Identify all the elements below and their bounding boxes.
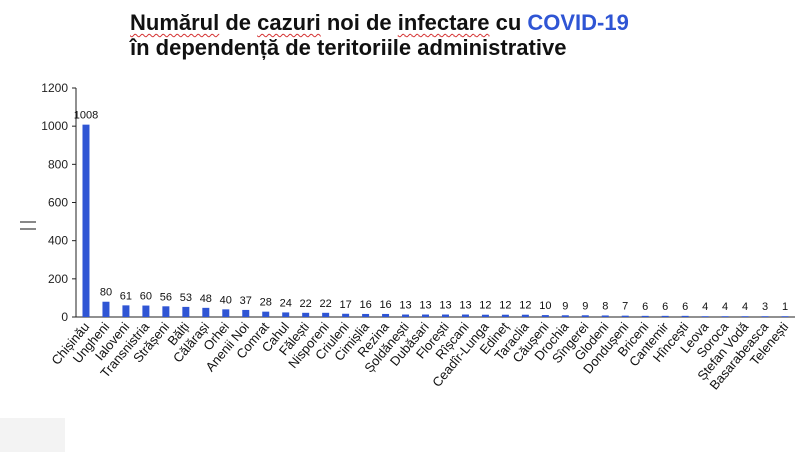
title-word-infectare: infectare	[397, 10, 490, 35]
bar	[541, 315, 549, 317]
bar	[302, 312, 310, 317]
bar	[441, 314, 449, 317]
bar	[202, 307, 210, 317]
bar	[162, 306, 170, 317]
title-word-cazuri: cazuri	[257, 10, 321, 35]
bar	[102, 301, 110, 317]
data-label: 24	[280, 297, 292, 309]
data-label: 6	[642, 301, 648, 313]
chart-title-line-1: Numărul de cazuri noi de infectare cu CO…	[130, 10, 629, 35]
bar	[82, 124, 90, 317]
bar	[661, 315, 669, 317]
y-tick-label: 1000	[41, 119, 68, 133]
data-label: 12	[499, 300, 511, 312]
bar	[761, 316, 769, 317]
data-label: 1008	[74, 110, 98, 122]
bar	[641, 315, 649, 317]
bar	[222, 309, 230, 317]
data-label: 61	[120, 290, 132, 302]
data-label: 53	[180, 292, 192, 304]
data-label: 80	[100, 287, 112, 299]
data-label: 60	[140, 291, 152, 303]
data-label: 10	[539, 300, 551, 312]
bar	[342, 313, 350, 317]
bar	[561, 315, 569, 317]
y-tick-label: 1200	[41, 81, 68, 95]
data-label: 4	[702, 301, 708, 313]
data-label: 17	[340, 299, 352, 311]
data-label: 7	[622, 301, 628, 313]
y-tick-label: 400	[48, 234, 68, 248]
data-label: 4	[742, 301, 748, 313]
bar	[781, 316, 789, 317]
bar	[581, 315, 589, 317]
data-label: 16	[379, 299, 391, 311]
data-label: 4	[722, 301, 728, 313]
data-label: 13	[439, 300, 451, 312]
data-label: 48	[200, 293, 212, 305]
bar	[402, 314, 410, 317]
data-label: 13	[399, 300, 411, 312]
bar	[521, 314, 529, 317]
corner-panel	[0, 418, 65, 452]
title-word-de: de	[219, 10, 258, 35]
bar	[362, 313, 370, 317]
chart-title-line-2: în dependență de teritoriile administrat…	[130, 35, 567, 60]
data-label: 9	[562, 300, 568, 312]
y-tick-label: 600	[48, 196, 68, 210]
bar	[621, 315, 629, 317]
bar	[422, 314, 430, 317]
chart-title: Numărul de cazuri noi de infectare cu CO…	[130, 10, 629, 60]
bar	[701, 316, 709, 317]
bar	[721, 316, 729, 317]
axis-marks	[20, 221, 36, 230]
y-tick-label: 200	[48, 272, 68, 286]
data-label: 3	[762, 301, 768, 313]
data-label: 12	[479, 300, 491, 312]
y-tick-label: 800	[48, 157, 68, 171]
data-label: 28	[260, 297, 272, 309]
bar	[262, 311, 270, 317]
bar	[122, 305, 130, 317]
title-word-cu: cu	[489, 10, 528, 35]
data-label: 22	[320, 298, 332, 310]
data-label: 1	[782, 301, 788, 313]
y-tick-label: 0	[61, 310, 68, 324]
bar	[461, 314, 469, 317]
data-label: 56	[160, 291, 172, 303]
bar	[242, 309, 250, 317]
data-label: 13	[459, 300, 471, 312]
y-axis: 0 200 400 600 800 1000 1200	[41, 81, 795, 324]
bar	[481, 314, 489, 317]
bar	[601, 315, 609, 317]
title-accent-covid: COVID-19	[527, 10, 629, 35]
bar	[182, 306, 190, 317]
data-label: 16	[359, 299, 371, 311]
bar	[282, 312, 290, 317]
bar	[741, 316, 749, 317]
title-word-noi-de: noi de	[320, 10, 398, 35]
data-label: 22	[300, 298, 312, 310]
bars	[82, 124, 789, 317]
bar	[681, 315, 689, 317]
data-label: 37	[240, 295, 252, 307]
title-word-numarul: Numărul	[130, 10, 220, 35]
data-label: 40	[220, 294, 232, 306]
data-label: 9	[582, 300, 588, 312]
bar	[382, 313, 390, 317]
data-label: 6	[662, 301, 668, 313]
bar	[322, 312, 330, 317]
bar	[501, 314, 509, 317]
data-label: 6	[682, 301, 688, 313]
data-label: 13	[419, 300, 431, 312]
bar	[142, 305, 150, 317]
x-axis-labels: ChișinăuUngheniIaloveniTransnistriaStrăș…	[48, 319, 791, 393]
data-label: 8	[602, 300, 608, 312]
data-label: 12	[519, 300, 531, 312]
